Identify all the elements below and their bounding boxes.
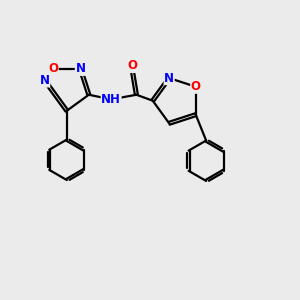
Text: NH: NH: [101, 93, 121, 106]
Text: N: N: [40, 74, 50, 87]
Text: O: O: [127, 59, 137, 72]
Text: N: N: [164, 72, 174, 85]
Text: O: O: [191, 80, 201, 93]
Text: N: N: [75, 62, 85, 75]
Text: O: O: [48, 62, 58, 75]
